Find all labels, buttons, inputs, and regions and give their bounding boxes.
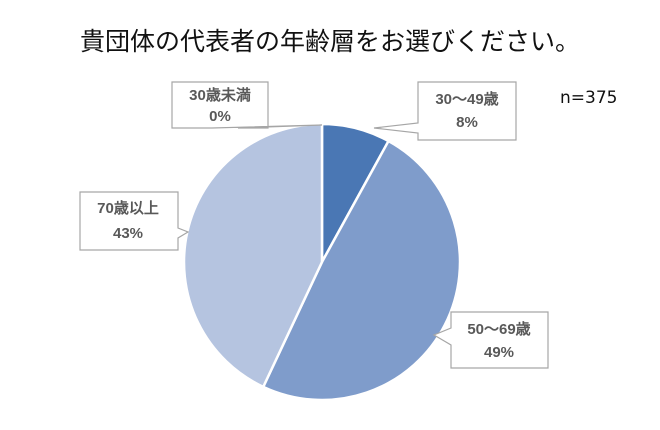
- callout-label: 30～49歳: [435, 90, 498, 108]
- callout-30-49: 30～49歳 8%: [373, 81, 517, 141]
- callout-percent: 49%: [484, 344, 514, 361]
- callout-percent: 0%: [209, 108, 231, 125]
- callout-under-30: 30歳未満 0%: [171, 81, 323, 129]
- callout-label: 70歳以上: [97, 199, 159, 217]
- callout-50-69: 50～69歳 49%: [432, 311, 549, 369]
- callout-label: 30歳未満: [189, 86, 251, 104]
- callout-label: 50～69歳: [467, 320, 530, 338]
- pie-slice-2: [261, 139, 462, 402]
- callout-percent: 8%: [456, 114, 478, 131]
- callout-70-over: 70歳以上 43%: [79, 191, 190, 251]
- callout-percent: 43%: [113, 225, 143, 242]
- sample-size-label: n=375: [560, 88, 618, 108]
- pie-slices: [182, 122, 462, 402]
- chart-title: 貴団体の代表者の年齢層をお選びください。: [79, 27, 580, 56]
